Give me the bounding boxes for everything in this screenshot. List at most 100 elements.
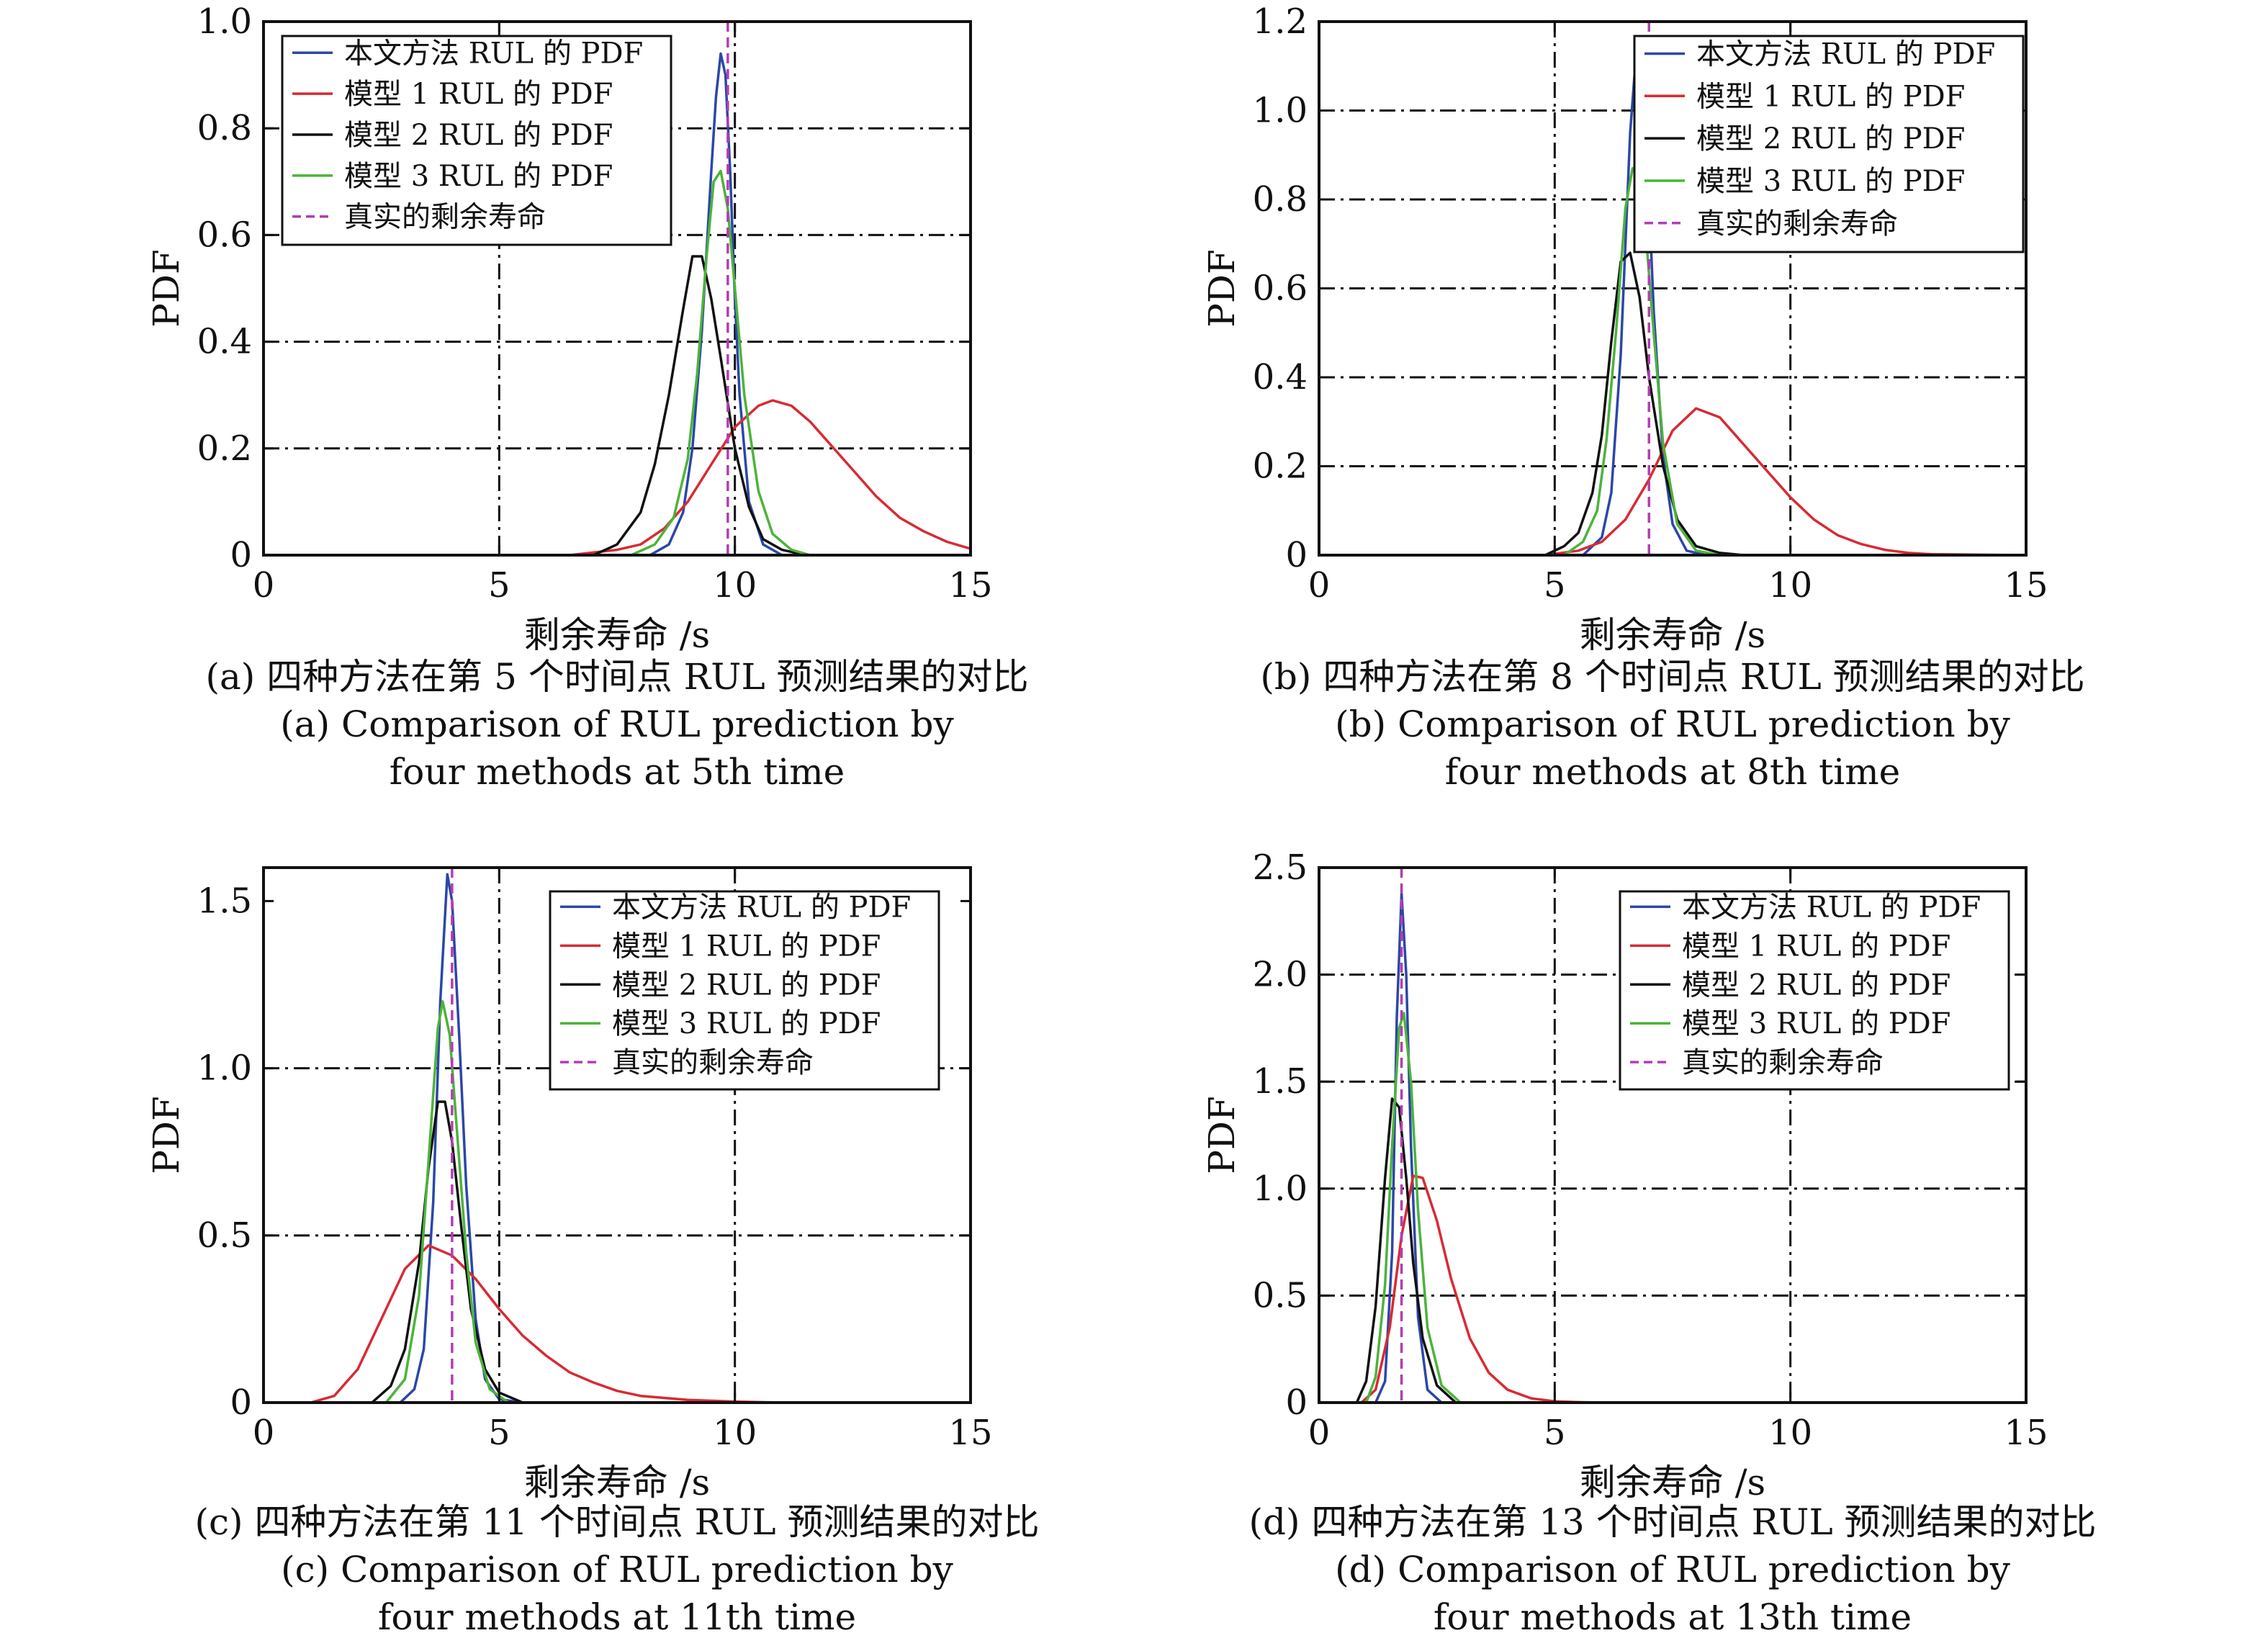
chart-panel-b: 0 5 10 15 0 0.2 0.4 0.6 0.8 1.0 1.2 剩余寿命 /s PDF 本文方法 … xyxy=(1201,1,2085,793)
legend-label-model1: 模型 1 RUL 的 PDF xyxy=(344,78,613,111)
y-tick-label: 1.0 xyxy=(197,1048,252,1089)
plot-frame xyxy=(1318,866,2028,1404)
legend-label-model2: 模型 2 RUL 的 PDF xyxy=(344,119,613,152)
x-tick-label: 5 xyxy=(488,565,510,606)
y-tick-label: 0.2 xyxy=(197,428,252,469)
caption-en-line2: four methods at 5th time xyxy=(390,751,845,793)
caption-cn: (d) 四种方法在第 13 个时间点 RUL 预测结果的对比 xyxy=(1248,1501,2096,1543)
legend-box xyxy=(1633,35,2025,253)
y-tick-label: 1.5 xyxy=(197,881,252,921)
legend-label-model1: 模型 1 RUL 的 PDF xyxy=(1696,80,1965,113)
x-tick-label: 5 xyxy=(488,1413,510,1453)
x-tick-label: 10 xyxy=(713,1413,757,1453)
legend-label-model1: 模型 1 RUL 的 PDF xyxy=(1682,930,1950,963)
legend: 本文方法 RUL 的 PDF 模型 1 RUL 的 PDF 模型 2 RUL 的 P… xyxy=(281,35,672,246)
y-tick-label: 1.0 xyxy=(1253,1169,1308,1209)
series-line-model2 xyxy=(264,255,971,557)
caption-en-line2: four methods at 8th time xyxy=(1445,751,1900,793)
y-tick-label: 2.0 xyxy=(1253,955,1308,995)
caption-cn: (c) 四种方法在第 11 个时间点 RUL 预测结果的对比 xyxy=(194,1501,1039,1543)
y-tick-label: 0.5 xyxy=(1253,1275,1308,1315)
y-tick-label: 0.6 xyxy=(197,215,252,255)
legend-label-model3: 模型 3 RUL 的 PDF xyxy=(612,1007,881,1040)
legend-label-model1: 模型 1 RUL 的 PDF xyxy=(612,930,881,963)
legend-label-model2: 模型 2 RUL 的 PDF xyxy=(612,968,881,1002)
x-tick-label: 0 xyxy=(1308,565,1331,606)
caption-en-line2: four methods at 13th time xyxy=(1434,1596,1912,1638)
x-axis-label: 剩余寿命 /s xyxy=(1580,614,1765,656)
y-tick-label: 0.2 xyxy=(1253,446,1308,487)
series-line-model3 xyxy=(264,1000,971,1404)
legend-label-true_rul: 真实的剩余寿命 xyxy=(612,1046,814,1079)
y-tick-label: 1.0 xyxy=(1253,91,1308,131)
caption-en-line2: four methods at 11th time xyxy=(378,1596,856,1638)
legend-label-true_rul: 真实的剩余寿命 xyxy=(1682,1046,1884,1079)
y-tick-label: 0.4 xyxy=(197,322,252,362)
y-tick-label: 0.4 xyxy=(1253,357,1308,397)
y-tick-label: 2.5 xyxy=(1253,847,1308,888)
legend-label-model2: 模型 2 RUL 的 PDF xyxy=(1682,968,1950,1002)
caption-cn: (a) 四种方法在第 5 个时间点 RUL 预测结果的对比 xyxy=(205,656,1028,698)
y-tick-label: 0 xyxy=(230,1382,252,1423)
legend-label-true_rul: 真实的剩余寿命 xyxy=(344,201,546,234)
series-line-model2 xyxy=(1319,251,2026,557)
x-axis-label: 剩余寿命 /s xyxy=(524,1462,710,1503)
chart-panel-d: 0 5 10 15 0 0.5 1.0 1.5 2.0 2.5 剩余寿命 /s PDF 本文方法 RUL… xyxy=(1201,847,2097,1638)
series-line-model3 xyxy=(264,169,971,557)
series-line-model1 xyxy=(1319,407,2027,557)
x-tick-label: 15 xyxy=(948,565,992,606)
legend-label-model3: 模型 3 RUL 的 PDF xyxy=(1696,165,1965,198)
chart-panel-a: 0 5 10 15 0 0.2 0.4 0.6 0.8 1.0 剩余寿命 /s PDF 本文方法 RUL… xyxy=(145,1,1029,793)
caption-en-line1: (a) Comparison of RUL prediction by xyxy=(280,703,954,745)
y-tick-label: 0 xyxy=(1285,1382,1308,1423)
x-tick-label: 0 xyxy=(1308,1413,1331,1453)
legend-box xyxy=(549,890,940,1091)
x-tick-label: 15 xyxy=(2004,1413,2048,1453)
legend-label-proposed: 本文方法 RUL 的 PDF xyxy=(1682,891,1981,924)
x-axis-label: 剩余寿命 /s xyxy=(1580,1462,1765,1503)
legend-label-model2: 模型 2 RUL 的 PDF xyxy=(1696,122,1965,156)
legend: 本文方法 RUL 的 PDF 模型 1 RUL 的 PDF 模型 2 RUL 的 P… xyxy=(1633,35,2025,253)
legend-box xyxy=(281,35,672,246)
x-tick-label: 10 xyxy=(1768,1413,1812,1453)
legend-label-model3: 模型 3 RUL 的 PDF xyxy=(1682,1007,1950,1040)
legend: 本文方法 RUL 的 PDF 模型 1 RUL 的 PDF 模型 2 RUL 的 P… xyxy=(1619,890,2010,1091)
legend-label-proposed: 本文方法 RUL 的 PDF xyxy=(612,891,911,924)
y-axis-label: PDF xyxy=(1201,249,1243,327)
caption-en-line1: (b) Comparison of RUL prediction by xyxy=(1335,703,2010,745)
legend-label-model3: 模型 3 RUL 的 PDF xyxy=(344,160,613,193)
plot-frame xyxy=(262,20,972,557)
caption-cn: (b) 四种方法在第 8 个时间点 RUL 预测结果的对比 xyxy=(1260,656,2084,698)
x-tick-label: 0 xyxy=(253,565,275,606)
y-tick-label: 0.8 xyxy=(197,108,252,148)
y-tick-label: 0 xyxy=(1285,535,1308,575)
series-line-proposed xyxy=(1319,891,2026,1404)
x-tick-label: 10 xyxy=(1768,565,1812,606)
x-tick-label: 15 xyxy=(948,1413,992,1453)
legend: 本文方法 RUL 的 PDF 模型 1 RUL 的 PDF 模型 2 RUL 的 P… xyxy=(549,890,940,1091)
y-tick-label: 0 xyxy=(230,535,252,575)
y-tick-label: 0.6 xyxy=(1253,269,1308,309)
x-tick-label: 0 xyxy=(253,1413,275,1453)
series-line-model1 xyxy=(264,399,971,557)
legend-label-proposed: 本文方法 RUL 的 PDF xyxy=(344,37,643,70)
y-tick-label: 1.0 xyxy=(197,1,252,42)
plot-frame xyxy=(262,866,972,1404)
y-axis-label: PDF xyxy=(145,249,187,327)
series-line-model3 xyxy=(1319,1012,2026,1404)
x-axis-label: 剩余寿命 /s xyxy=(524,614,710,656)
y-axis-label: PDF xyxy=(145,1096,187,1174)
series-line-model2 xyxy=(264,1100,971,1404)
x-tick-label: 5 xyxy=(1544,1413,1566,1453)
x-tick-label: 15 xyxy=(2004,565,2048,606)
series-line-model1 xyxy=(264,1243,971,1404)
y-tick-label: 1.2 xyxy=(1253,1,1308,42)
y-tick-label: 0.8 xyxy=(1253,179,1308,220)
series-line-model2 xyxy=(1319,1097,2026,1404)
caption-en-line1: (c) Comparison of RUL prediction by xyxy=(281,1549,953,1591)
chart-panel-c: 0 5 10 15 0 0.5 1.0 1.5 剩余寿命 /s PDF 本文方法 RUL 的 PDF… xyxy=(145,866,1040,1638)
legend-label-true_rul: 真实的剩余寿命 xyxy=(1696,207,1898,240)
legend-label-proposed: 本文方法 RUL 的 PDF xyxy=(1696,37,1995,71)
y-tick-label: 0.5 xyxy=(197,1215,252,1256)
